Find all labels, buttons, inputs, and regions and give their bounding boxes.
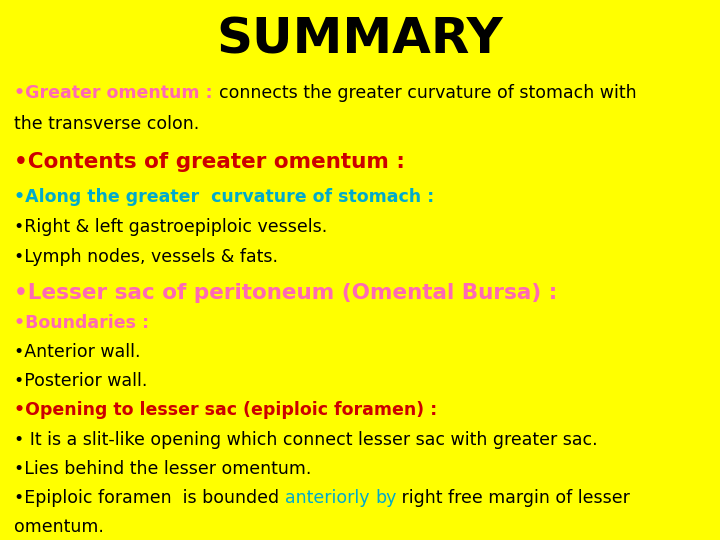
Text: •Posterior wall.: •Posterior wall. — [14, 372, 148, 390]
Text: •Lymph nodes, vessels & fats.: •Lymph nodes, vessels & fats. — [14, 247, 279, 266]
Text: the transverse colon.: the transverse colon. — [14, 115, 199, 133]
Text: •Lies behind the lesser omentum.: •Lies behind the lesser omentum. — [14, 460, 312, 478]
Text: right free margin of lesser: right free margin of lesser — [397, 489, 630, 507]
Text: •Contents of greater omentum :: •Contents of greater omentum : — [14, 152, 405, 172]
Text: •Greater omentum :: •Greater omentum : — [14, 84, 219, 102]
Text: by: by — [375, 489, 397, 507]
Text: omentum.: omentum. — [14, 518, 104, 536]
Text: connects the greater curvature of stomach with: connects the greater curvature of stomac… — [219, 84, 636, 102]
Text: • It is a slit-like opening which connect lesser sac with greater sac.: • It is a slit-like opening which connec… — [14, 430, 598, 449]
Text: •Along the greater  curvature of stomach :: •Along the greater curvature of stomach … — [14, 188, 435, 206]
Text: SUMMARY: SUMMARY — [217, 15, 503, 63]
Text: •Boundaries :: •Boundaries : — [14, 314, 150, 332]
Text: •Opening to lesser sac (epiploic foramen) :: •Opening to lesser sac (epiploic foramen… — [14, 401, 438, 420]
Text: •Epiploic foramen  is bounded: •Epiploic foramen is bounded — [14, 489, 285, 507]
Text: •Right & left gastroepiploic vessels.: •Right & left gastroepiploic vessels. — [14, 218, 328, 236]
Text: anteriorly: anteriorly — [285, 489, 375, 507]
Text: •Anterior wall.: •Anterior wall. — [14, 343, 141, 361]
Text: •Lesser sac of peritoneum (Omental Bursa) :: •Lesser sac of peritoneum (Omental Bursa… — [14, 282, 558, 303]
